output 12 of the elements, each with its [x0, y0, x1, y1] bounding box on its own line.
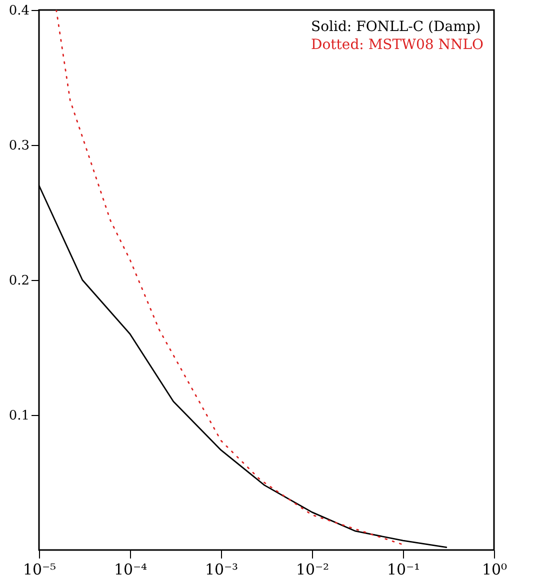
y-tick-label: 0.1 — [8, 408, 30, 424]
x-tick-label: 10⁻¹ — [386, 560, 420, 578]
x-tick-label: 10⁻³ — [204, 560, 238, 578]
y-tick-label: 0.2 — [8, 274, 30, 288]
y-tick-label: 0.3 — [8, 138, 30, 154]
y-tick-label: 0.4 — [8, 4, 30, 18]
x-tick-label: 10⁻⁵ — [22, 560, 56, 578]
x-tick-label: 10⁰ — [482, 560, 508, 578]
x-tick-label: 10⁻² — [296, 560, 330, 578]
x-tick-label: 10⁻⁴ — [114, 560, 148, 578]
text: Solid: FONLL-C (Damp) — [311, 19, 481, 35]
text: Dotted: MSTW08 NNLO — [311, 37, 484, 53]
